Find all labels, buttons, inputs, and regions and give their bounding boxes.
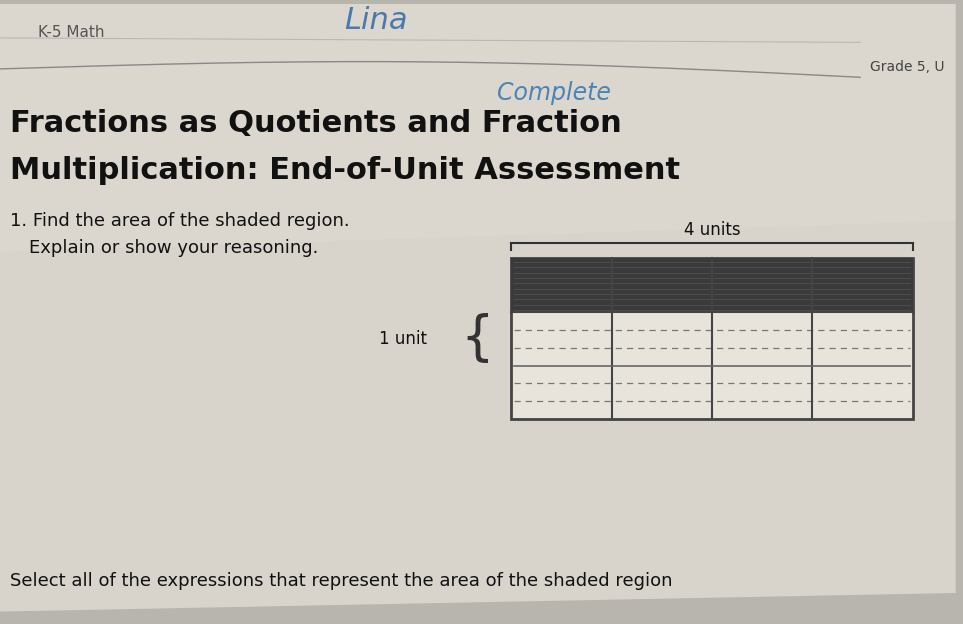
Text: Fractions as Quotients and Fraction: Fractions as Quotients and Fraction bbox=[10, 109, 621, 139]
Text: 1. Find the area of the shaded region.: 1. Find the area of the shaded region. bbox=[10, 212, 350, 230]
Text: Lina: Lina bbox=[344, 6, 407, 34]
Text: {: { bbox=[460, 313, 494, 364]
Bar bbox=[511, 258, 913, 419]
Text: 4 units: 4 units bbox=[684, 222, 741, 240]
Polygon shape bbox=[0, 4, 955, 612]
Text: Grade 5, U: Grade 5, U bbox=[870, 60, 944, 74]
Text: 1 unit: 1 unit bbox=[379, 329, 428, 348]
Text: Complete: Complete bbox=[497, 81, 611, 105]
Text: Select all of the expressions that represent the area of the shaded region: Select all of the expressions that repre… bbox=[10, 572, 672, 590]
Text: Explain or show your reasoning.: Explain or show your reasoning. bbox=[29, 240, 318, 258]
Text: Multiplication: End-of-Unit Assessment: Multiplication: End-of-Unit Assessment bbox=[10, 156, 680, 185]
Polygon shape bbox=[0, 4, 955, 252]
Bar bbox=[511, 258, 913, 312]
Text: K-5 Math: K-5 Math bbox=[39, 26, 105, 41]
